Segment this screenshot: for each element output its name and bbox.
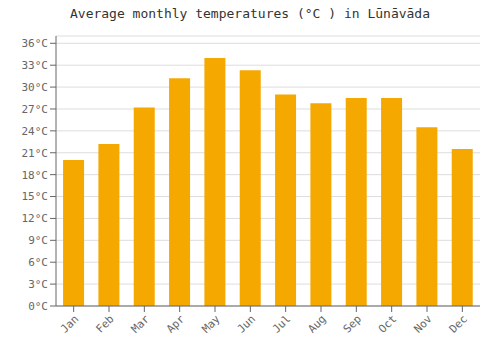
- svg-text:Jan: Jan: [58, 312, 81, 335]
- svg-text:6°C: 6°C: [28, 256, 48, 269]
- svg-text:3°C: 3°C: [28, 278, 48, 291]
- svg-text:Mar: Mar: [129, 312, 153, 336]
- svg-text:33°C: 33°C: [22, 59, 49, 72]
- svg-text:Jun: Jun: [235, 312, 258, 335]
- svg-text:May: May: [199, 312, 223, 336]
- svg-text:24°C: 24°C: [22, 125, 49, 138]
- svg-text:9°C: 9°C: [28, 234, 48, 247]
- svg-text:36°C: 36°C: [22, 37, 49, 50]
- svg-text:18°C: 18°C: [22, 169, 49, 182]
- svg-text:Aug: Aug: [305, 312, 328, 335]
- svg-text:27°C: 27°C: [22, 103, 49, 116]
- svg-text:Nov: Nov: [411, 312, 435, 336]
- svg-text:Apr: Apr: [164, 312, 188, 336]
- svg-text:21°C: 21°C: [22, 147, 49, 160]
- svg-text:Oct: Oct: [376, 312, 399, 335]
- svg-text:Feb: Feb: [93, 312, 116, 335]
- svg-text:0°C: 0°C: [28, 300, 48, 313]
- svg-text:Dec: Dec: [447, 312, 470, 335]
- svg-text:12°C: 12°C: [22, 212, 49, 225]
- svg-text:Jul: Jul: [270, 312, 293, 335]
- html-text:Average monthly temperatures (: Average monthly temperatures (°C ) in Lū…: [70, 6, 430, 21]
- svg-text:15°C: 15°C: [22, 190, 49, 203]
- svg-text:30°C: 30°C: [22, 81, 49, 94]
- svg-text:Sep: Sep: [341, 312, 364, 335]
